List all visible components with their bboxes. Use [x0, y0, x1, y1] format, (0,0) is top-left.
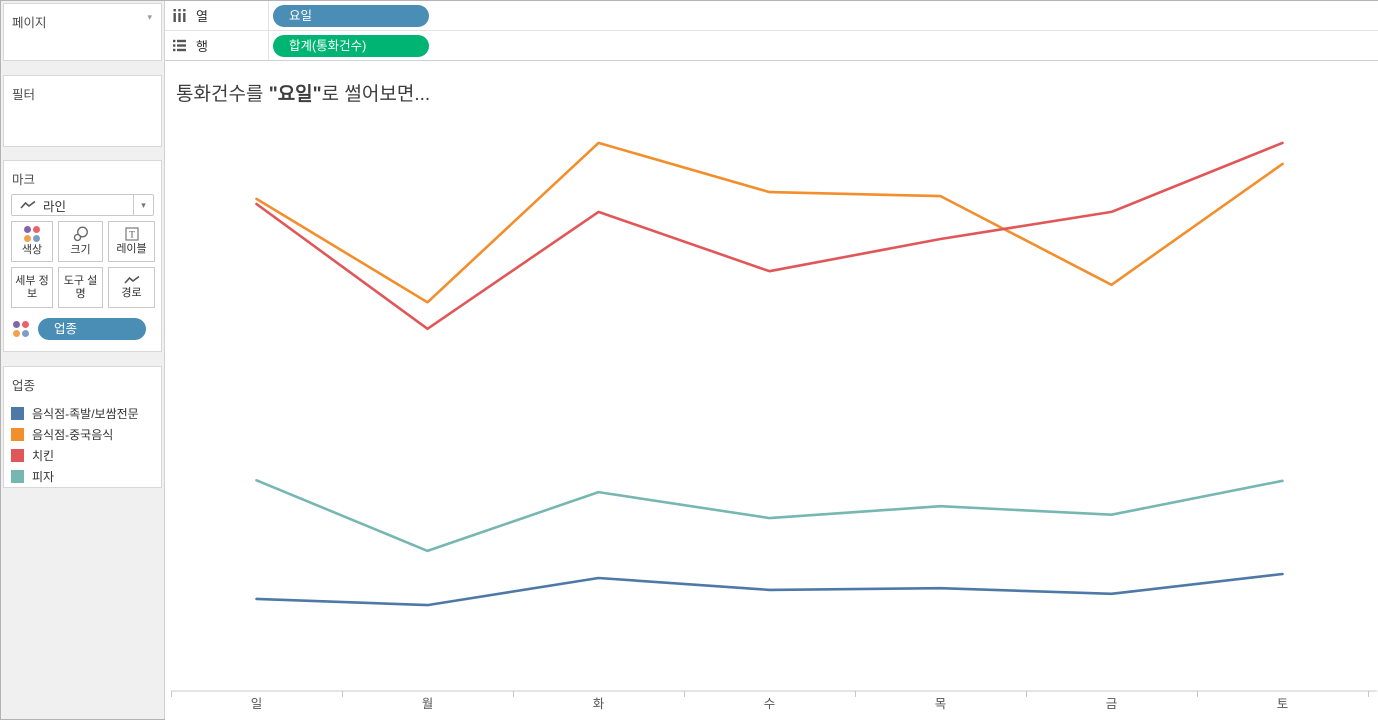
rows-shelf-head: 행 — [165, 31, 269, 60]
chart-area: 통화건수를 "요일"로 썰어보면... 일 월 화 수 목 금 토 — [165, 61, 1378, 721]
chart-title-segment: "요일" — [268, 84, 322, 105]
text-label-icon: T — [124, 227, 139, 241]
legend-title: 업종 — [12, 379, 36, 393]
columns-shelf-head: 열 — [165, 1, 269, 30]
pages-card-title: 페이지 — [12, 16, 47, 30]
columns-shelf-label: 열 — [196, 9, 208, 24]
legend-label: 치킨 — [32, 449, 55, 463]
chart-line-피자[interactable] — [255, 478, 1284, 553]
chart-line-음식점-중국음식[interactable] — [255, 141, 1284, 304]
color-button-label: 색상 — [21, 244, 43, 256]
tooltip-button[interactable]: 도구 설명 — [58, 267, 103, 308]
x-axis-label: 일 — [251, 697, 263, 711]
x-axis-label: 토 — [1277, 697, 1289, 711]
sidebar: 페이지 ▾ 필터 마크 라인 ▾ 색상 — [1, 1, 165, 719]
rows-icon — [173, 39, 186, 52]
rows-pill-sum-calls[interactable]: 합계(통화건수) — [273, 34, 429, 57]
detail-button[interactable]: 세부 정보 — [11, 267, 53, 308]
size-circles-icon — [73, 226, 88, 242]
path-button[interactable]: 경로 — [108, 267, 155, 308]
color-dots-icon — [13, 321, 29, 337]
size-button[interactable]: 크기 — [58, 221, 103, 262]
mark-type-label: 라인 — [43, 199, 67, 214]
filters-card: 필터 — [3, 75, 162, 147]
chevron-down-icon[interactable]: ▾ — [133, 195, 153, 215]
columns-shelf: 열 요일 — [165, 1, 1378, 31]
legend-swatch — [11, 470, 24, 483]
chart-line-치킨[interactable] — [255, 141, 1284, 331]
marks-card: 마크 라인 ▾ 색상 — [3, 160, 162, 352]
columns-pill-day[interactable]: 요일 — [273, 4, 429, 27]
columns-icon — [173, 9, 186, 22]
legend-swatch — [11, 449, 24, 462]
label-button[interactable]: T 레이블 — [108, 221, 155, 262]
size-button-label: 크기 — [70, 244, 91, 256]
x-axis-label: 목 — [935, 697, 947, 711]
legend-swatch — [11, 407, 24, 420]
rows-shelf-label: 행 — [196, 39, 208, 54]
x-axis-label: 월 — [422, 697, 434, 711]
marks-pill-industry[interactable]: 업종 — [38, 318, 146, 340]
marks-pill-row: 업종 — [13, 318, 146, 340]
x-axis-label: 금 — [1106, 697, 1118, 711]
mark-type-dropdown[interactable]: 라인 ▾ — [11, 194, 154, 216]
chart-title-segment: 로 썰어보면... — [321, 84, 431, 105]
detail-button-label: 세부 정보 — [15, 274, 49, 300]
svg-text:T: T — [129, 231, 135, 241]
legend-swatch — [11, 428, 24, 441]
rows-shelf: 행 합계(통화건수) — [165, 31, 1378, 61]
pages-card: 페이지 ▾ — [3, 3, 162, 61]
tooltip-button-label: 도구 설명 — [63, 274, 98, 300]
x-axis-label: 화 — [593, 697, 605, 711]
x-axis-label: 수 — [764, 697, 776, 711]
chart-title-segment: 통화건수를 — [176, 84, 269, 105]
legend-label: 피자 — [32, 470, 55, 484]
line-mark-icon — [20, 200, 36, 209]
path-button-label: 경로 — [121, 287, 142, 299]
chart-title: 통화건수를 "요일"로 썰어보면... — [176, 79, 430, 106]
marks-card-title: 마크 — [12, 173, 36, 187]
chevron-down-icon[interactable]: ▾ — [147, 12, 152, 22]
legend-item[interactable]: 피자 — [4, 466, 161, 487]
marks-buttons: 색상 크기 T 레이블 세부 정보 — [11, 221, 155, 308]
legend-item[interactable]: 치킨 — [4, 445, 161, 466]
legend-label: 음식점-족발/보쌈전문 — [32, 407, 139, 421]
filters-card-title: 필터 — [12, 88, 36, 102]
legend-item[interactable]: 음식점-중국음식 — [4, 424, 161, 445]
color-dots-icon — [24, 226, 40, 242]
legend-item[interactable]: 음식점-족발/보쌈전문 — [4, 403, 161, 424]
legend-label: 음식점-중국음식 — [32, 428, 114, 442]
path-zigzag-icon — [123, 275, 139, 284]
label-button-label: 레이블 — [116, 243, 147, 255]
chart-line-음식점-족발/보쌈전문[interactable] — [255, 572, 1284, 607]
color-button[interactable]: 색상 — [11, 221, 53, 262]
